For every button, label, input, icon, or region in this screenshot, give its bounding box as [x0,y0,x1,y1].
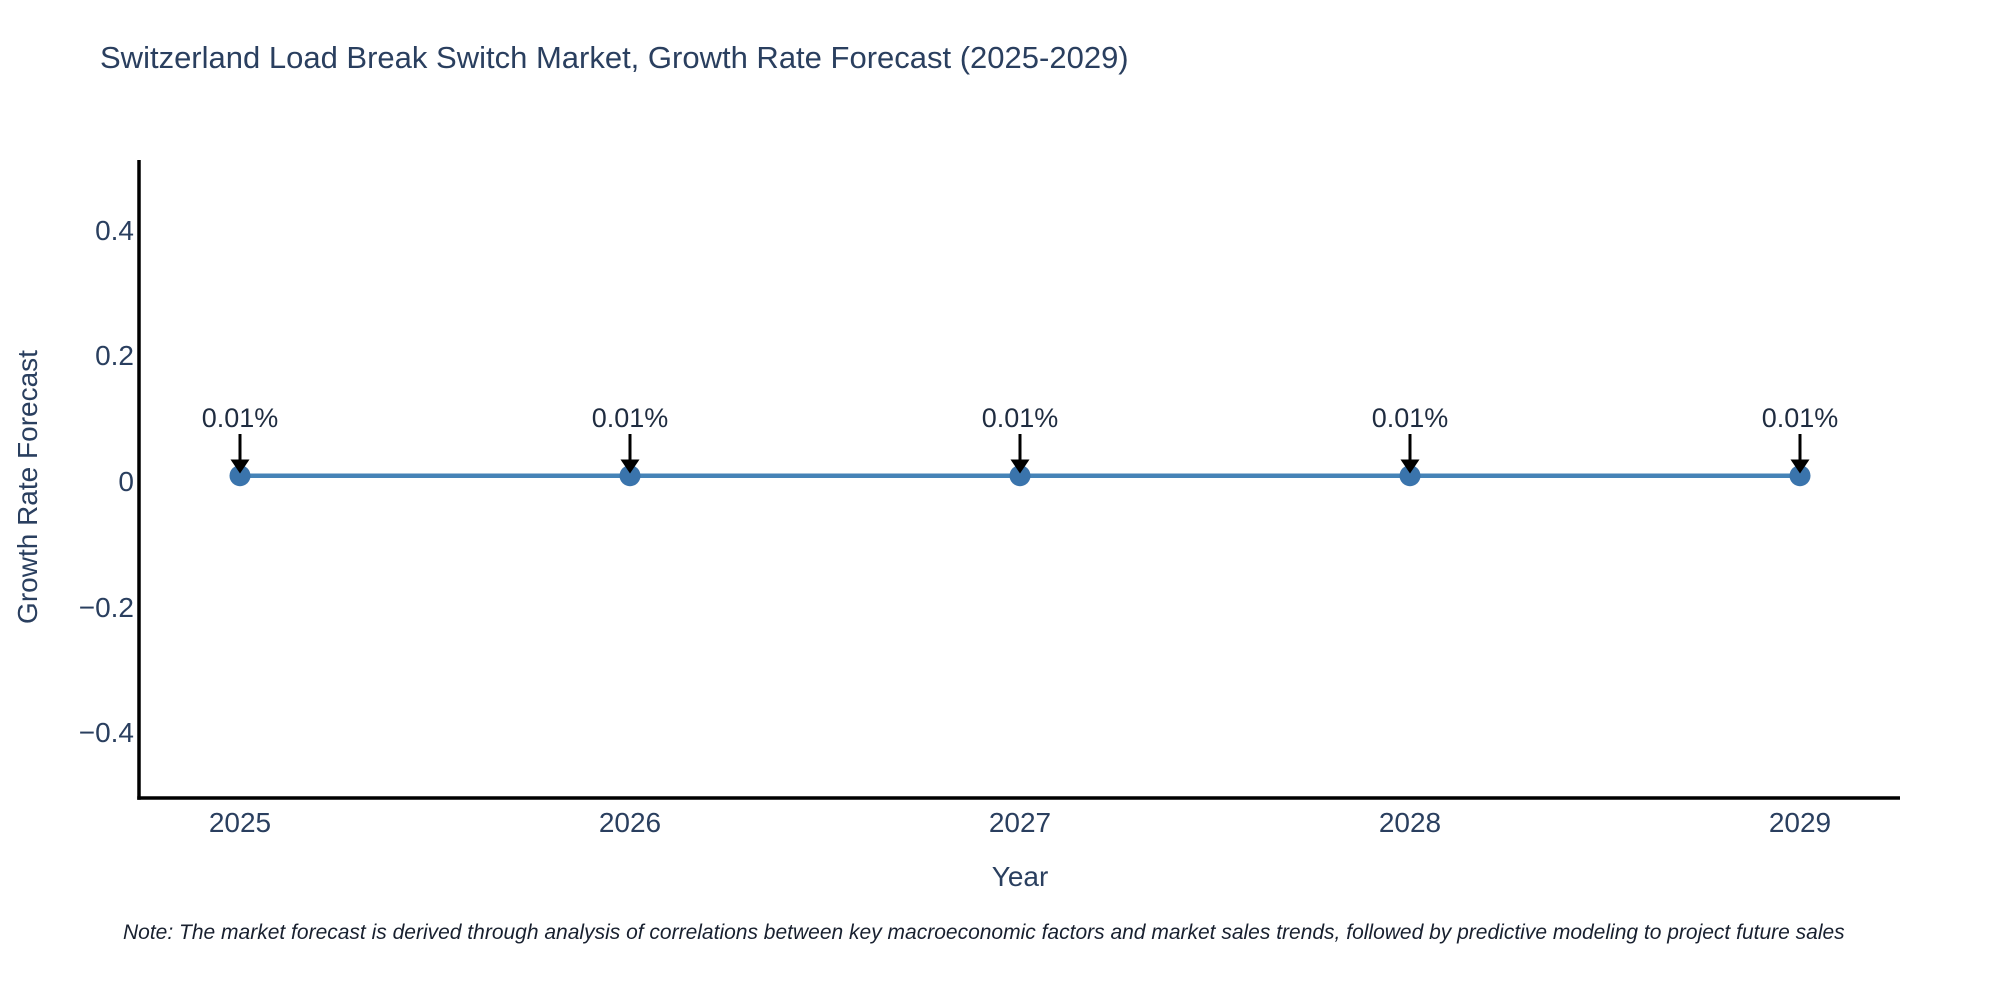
point-annotation-label: 0.01% [1371,403,1449,433]
annotation-arrow-layer [230,434,1810,474]
y-tick-label: 0 [118,466,134,497]
x-tick-label: 2025 [208,807,272,838]
data-point-marker [619,465,641,487]
annotation-arrowhead [230,459,250,474]
y-tick-label: 0.4 [95,214,134,246]
x-tick-label: 2029 [1768,807,1832,838]
footnote: Note: The market forecast is derived thr… [123,921,1845,944]
point-annotation-label: 0.01% [201,403,279,433]
data-point-marker [229,465,251,487]
annotation-arrowhead [1010,459,1030,474]
y-tick-label: −0.2 [78,591,134,623]
x-axis-title: Year [991,861,1049,892]
data-point-marker [1009,465,1031,487]
point-annotation-label: 0.01% [981,403,1059,433]
annotation-arrowhead [1400,459,1420,474]
data-point-marker [1399,465,1421,487]
axis-spines [137,160,1900,800]
annotation-arrowhead [1790,459,1810,474]
point-annotation-label: 0.01% [1761,403,1839,433]
annotation-arrowhead [620,459,640,474]
y-tick-label: 0.2 [95,340,134,372]
data-point-marker [1789,465,1811,487]
chart-title: Switzerland Load Break Switch Market, Gr… [100,40,1129,75]
point-annotation-label: 0.01% [591,403,669,433]
x-tick-label: 2026 [598,807,662,838]
x-tick-label: 2027 [988,807,1052,838]
y-tick-label: −0.4 [78,717,134,749]
x-tick-label: 2028 [1378,807,1442,838]
series-line-layer [229,465,1811,487]
